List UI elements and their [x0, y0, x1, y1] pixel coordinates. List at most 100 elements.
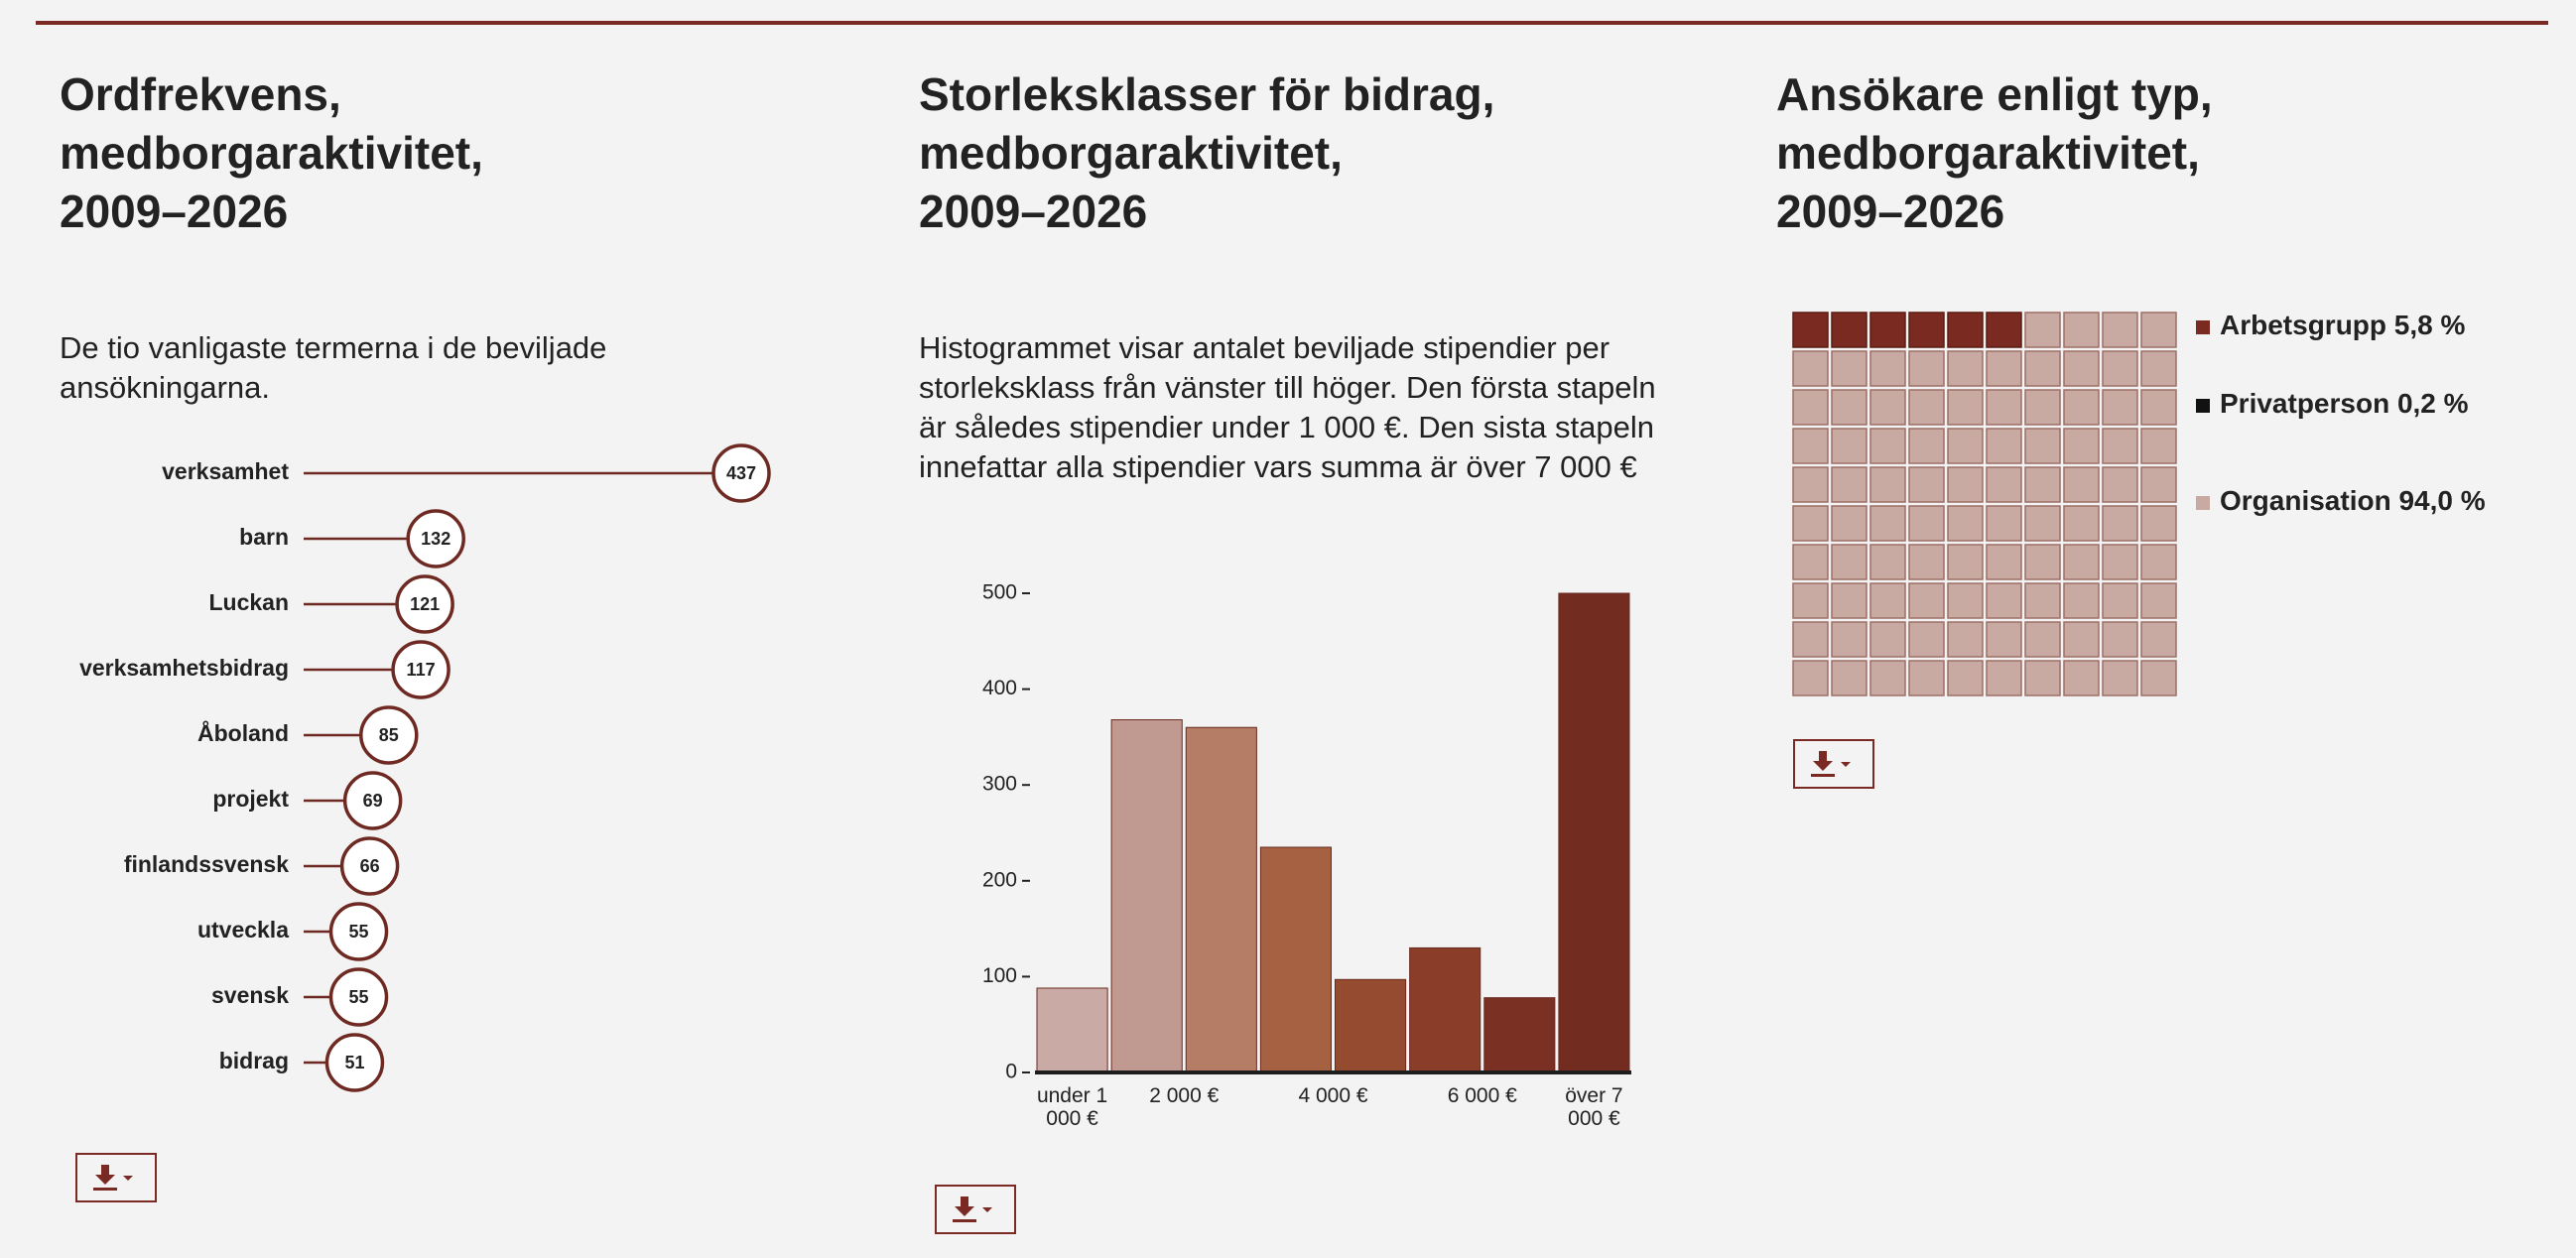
legend-swatch: [2196, 399, 2210, 413]
waffle-cell: [1831, 660, 1868, 696]
category-label: Luckan: [208, 589, 289, 615]
legend-value: 94,0 %: [2398, 485, 2485, 516]
waffle-cell: [1986, 544, 2022, 580]
waffle-cell: [1986, 389, 2022, 426]
waffle-cell: [2140, 544, 2177, 580]
chart-title: Ordfrekvens, medborgaraktivitet, 2009–20…: [60, 68, 483, 237]
waffle-cell: [1869, 312, 1906, 348]
waffle-cell: [1947, 505, 1984, 542]
y-tick-label: 500: [982, 581, 1017, 604]
waffle-cell: [1792, 660, 1829, 696]
y-tick-label: 400: [982, 677, 1017, 699]
legend-swatch: [2196, 496, 2210, 510]
waffle-cell: [1947, 621, 1984, 658]
download-button[interactable]: [75, 1153, 157, 1202]
legend-entry: Arbetsgrupp 5,8 %: [2220, 310, 2465, 340]
top-rule: [36, 21, 2548, 25]
chart-subtitle: De tio vanligaste termerna i de beviljad…: [60, 330, 607, 405]
waffle-cell: [2140, 660, 2177, 696]
waffle-cell: [2102, 428, 2138, 464]
download-button[interactable]: [935, 1185, 1016, 1234]
download-button[interactable]: [1793, 739, 1874, 789]
waffle-cell: [2102, 660, 2138, 696]
waffle-cell: [2140, 312, 2177, 348]
category-label: finlandssvensk: [124, 851, 289, 877]
waffle-cell: [2063, 621, 2100, 658]
y-tick-label: 200: [982, 868, 1017, 891]
dot: [406, 509, 465, 568]
bar: [1483, 997, 1556, 1073]
waffle-cell: [2102, 621, 2138, 658]
dot: [359, 705, 419, 765]
legend-name: Arbetsgrupp: [2220, 310, 2386, 340]
waffle-cell: [2140, 466, 2177, 503]
waffle-cell: [1869, 350, 1906, 387]
value-label: 51: [344, 1053, 364, 1072]
waffle-cell: [2102, 466, 2138, 503]
dot: [328, 967, 389, 1027]
waffle-cell: [2024, 621, 2061, 658]
x-tick-label: under 1 000 €: [1036, 1084, 1108, 1130]
waffle-cell: [2140, 350, 2177, 387]
waffle-cell: [2024, 660, 2061, 696]
category-label: projekt: [212, 786, 289, 812]
dot: [391, 640, 451, 699]
waffle-cell: [2063, 582, 2100, 619]
category-label: verksamhet: [162, 458, 289, 484]
waffle-cell: [1986, 505, 2022, 542]
value-label: 117: [407, 660, 436, 680]
waffle-cell: [1792, 621, 1829, 658]
waffle-cell: [1831, 389, 1868, 426]
legend-swatch: [2196, 320, 2210, 334]
waffle-cell: [1908, 428, 1945, 464]
waffle-cell: [1986, 350, 2022, 387]
waffle-cell: [1908, 621, 1945, 658]
waffle-cell: [1831, 505, 1868, 542]
waffle-cell: [1986, 312, 2022, 348]
bar: [1185, 726, 1257, 1073]
waffle-cell: [1792, 544, 1829, 580]
waffle-cell: [1869, 466, 1906, 503]
waffle-cell: [2102, 582, 2138, 619]
waffle-cell: [1869, 389, 1906, 426]
waffle-cell: [2102, 312, 2138, 348]
waffle-cell: [1908, 505, 1945, 542]
dot: [395, 574, 454, 634]
waffle-cell: [1831, 350, 1868, 387]
waffle-cell: [1947, 350, 1984, 387]
category-label: svensk: [211, 982, 289, 1008]
dot: [339, 836, 400, 896]
waffle-cell: [1986, 660, 2022, 696]
waffle-cell: [1908, 350, 1945, 387]
waffle-cell: [1947, 466, 1984, 503]
category-label: verksamhetsbidrag: [79, 655, 289, 681]
category-label: utveckla: [197, 917, 289, 943]
chart-title: Storleksklasser för bidrag, medborgarakt…: [919, 68, 1495, 237]
value-label: 85: [379, 725, 399, 745]
category-label: barn: [239, 524, 289, 550]
waffle-cell: [1869, 660, 1906, 696]
legend-entry: Organisation 94,0 %: [2220, 485, 2486, 516]
waffle-cell: [1792, 428, 1829, 464]
waffle-cell: [1947, 389, 1984, 426]
dot: [711, 443, 771, 503]
waffle-cell: [2140, 582, 2177, 619]
waffle-cell: [2063, 389, 2100, 426]
value-label: 66: [360, 856, 380, 876]
waffle-cell: [2024, 544, 2061, 580]
waffle-cell: [1869, 505, 1906, 542]
bar: [1259, 846, 1332, 1073]
chart-title: Ansökare enligt typ, medborgaraktivitet,…: [1776, 68, 2213, 237]
waffle-cell: [2063, 544, 2100, 580]
value-label: 121: [410, 594, 440, 614]
value-label: 55: [348, 922, 368, 942]
bar: [1036, 987, 1108, 1073]
bar: [1335, 978, 1407, 1073]
legend-name: Organisation: [2220, 485, 2391, 516]
waffle-cell: [2063, 312, 2100, 348]
waffle-cell: [1792, 389, 1829, 426]
waffle-cell: [1831, 621, 1868, 658]
waffle-cell: [1986, 582, 2022, 619]
value-label: 437: [726, 463, 756, 483]
